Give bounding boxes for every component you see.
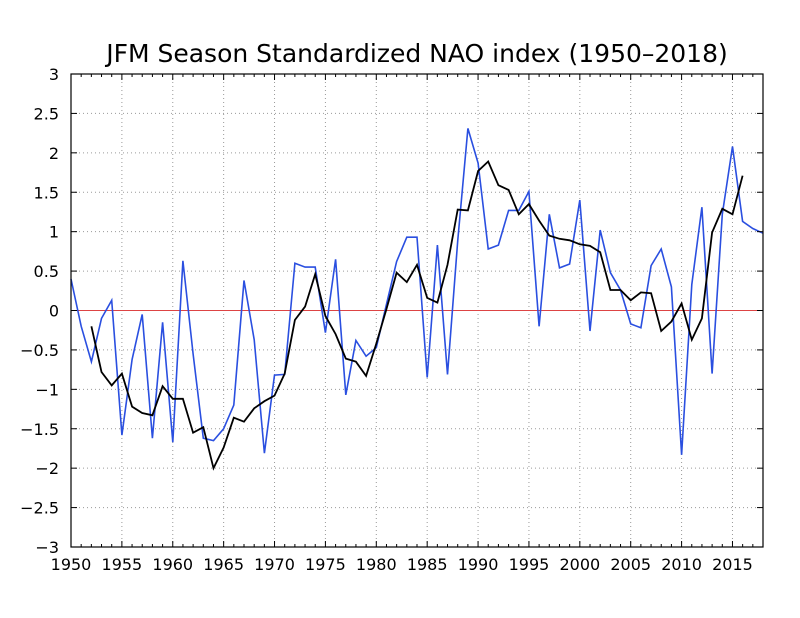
series-line-annual	[70, 128, 764, 455]
x-tick-label: 1955	[102, 555, 143, 574]
x-tick-label: 1970	[254, 555, 295, 574]
y-tick-label: −3	[35, 538, 59, 557]
x-tick-label: 1965	[203, 555, 244, 574]
x-tick-label: 2015	[712, 555, 753, 574]
y-tick-label: 2	[49, 144, 59, 163]
x-tick-label: 1990	[458, 555, 499, 574]
y-tick-label: −2.5	[20, 499, 59, 518]
series-line-smoothed	[90, 159, 744, 471]
series-lines	[70, 128, 764, 471]
x-tick-label: 1980	[356, 555, 397, 574]
y-tick-label: 2.5	[34, 104, 59, 123]
x-tick-label: 1950	[51, 555, 92, 574]
x-tick-label: 2010	[661, 555, 702, 574]
chart-title: JFM Season Standardized NAO index (1950–…	[104, 39, 728, 68]
y-tick-label: 1.5	[34, 183, 59, 202]
y-tick-label: 1	[49, 223, 59, 242]
x-tick-label: 1975	[305, 555, 346, 574]
x-tick-label: 2000	[559, 555, 600, 574]
y-tick-label: −0.5	[20, 341, 59, 360]
y-tick-label: −1	[35, 380, 59, 399]
y-tick-label: −1.5	[20, 420, 59, 439]
y-tick-label: 0	[49, 302, 59, 321]
x-tick-label: 1995	[509, 555, 550, 574]
x-tick-label: 1960	[152, 555, 193, 574]
y-tick-label: 3	[49, 65, 59, 84]
x-tick-label: 1985	[407, 555, 448, 574]
x-tick-label: 2005	[610, 555, 651, 574]
y-tick-label: −2	[35, 459, 59, 478]
y-tick-label: 0.5	[34, 262, 59, 281]
